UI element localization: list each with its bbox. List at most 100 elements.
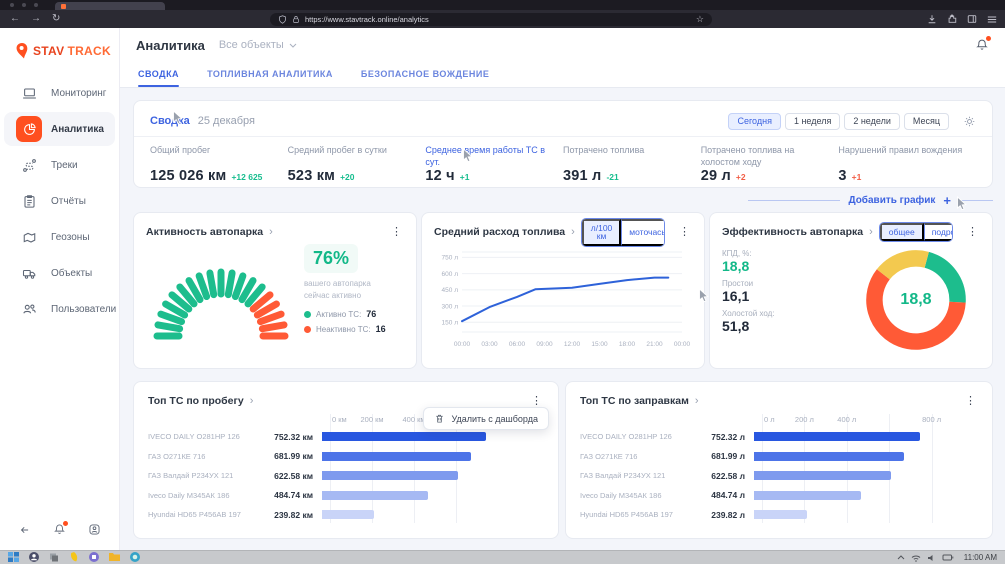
menu-icon[interactable]	[987, 15, 997, 24]
wifi-icon[interactable]	[911, 554, 921, 562]
collapse-sidebar-icon[interactable]	[18, 524, 31, 536]
bar[interactable]	[754, 491, 861, 500]
sidebar-item-objects[interactable]: Объекты	[4, 256, 115, 290]
toggle-button[interactable]: моточасы	[621, 219, 665, 246]
chevron-right-icon[interactable]: ›	[695, 396, 699, 407]
sidebar-item-label: Аналитика	[51, 124, 104, 135]
profile-icon[interactable]	[88, 523, 101, 536]
taskbar-app-icon-5[interactable]	[89, 552, 99, 563]
bar[interactable]	[322, 432, 486, 441]
range-button[interactable]: Сегодня	[728, 113, 781, 130]
kebab-menu-icon[interactable]: ⋮	[389, 227, 404, 238]
range-button[interactable]: 2 недели	[844, 113, 900, 130]
svg-text:06:00: 06:00	[509, 341, 526, 348]
card-avg-fuel: Средний расход топлива › л/100 кммоточас…	[421, 212, 705, 369]
tab-1[interactable]: СВОДКА	[138, 69, 179, 87]
extensions-icon[interactable]	[947, 14, 957, 24]
stat-label: Потрачено топлива	[563, 145, 691, 168]
route-icon	[16, 152, 42, 178]
bar-rows: IVECO DAILY О281НР 126752.32 лГАЗ О271КЕ…	[580, 427, 978, 525]
bar[interactable]	[754, 510, 807, 519]
sidebar-panel-icon[interactable]	[967, 14, 977, 24]
taskbar-app-icon-2[interactable]	[29, 552, 39, 563]
sidebar-item-users[interactable]: Пользователи	[4, 292, 115, 326]
sidebar-item-monitoring[interactable]: Мониторинг	[4, 76, 115, 110]
sidebar-item-tracks[interactable]: Треки	[4, 148, 115, 182]
kebab-menu-icon[interactable]: ⋮	[963, 396, 978, 407]
objects-filter-label: Все объекты	[219, 39, 284, 51]
url-text[interactable]: https://www.stavtrack.online/analytics	[305, 15, 691, 24]
remove-from-dashboard-menu-item[interactable]: Удалить с дашборда	[423, 407, 549, 430]
bar[interactable]	[322, 452, 471, 461]
chevron-right-icon[interactable]: ›	[250, 396, 254, 407]
chevron-right-icon[interactable]: ›	[869, 227, 873, 238]
taskbar-app-icon-4[interactable]	[69, 552, 79, 563]
bar[interactable]	[754, 452, 904, 461]
bar[interactable]	[754, 432, 920, 441]
vehicle-name: Hyundai HD65 Р456АВ 197	[148, 510, 266, 519]
bar[interactable]	[754, 471, 891, 480]
sidebar-item-analytics[interactable]: Аналитика	[4, 112, 115, 146]
bar-row: Iveco Daily М345АК 186484.74 км	[148, 486, 544, 506]
toggle-button[interactable]: л/100 км	[582, 219, 622, 246]
back-icon[interactable]: ←	[10, 14, 20, 24]
bookmark-star-icon[interactable]: ☆	[696, 14, 704, 25]
taskbar-clock[interactable]: 11:00 AM	[964, 553, 997, 562]
bar[interactable]	[322, 491, 428, 500]
kebab-menu-icon[interactable]: ⋮	[529, 396, 544, 407]
main-area: Аналитика Все объекты СВОДКАТОПЛИВНАЯ АН…	[120, 28, 1005, 550]
stat-label[interactable]: Среднее время работы ТС в сут.	[425, 145, 553, 168]
settings-gear-icon[interactable]	[963, 115, 976, 128]
stat-item: Общий пробег125 026 км+12 625	[150, 145, 288, 184]
shield-icon[interactable]	[278, 15, 287, 24]
battery-icon[interactable]	[942, 554, 954, 561]
bar-value: 239.82 км	[266, 510, 322, 520]
reload-icon[interactable]: ↻	[52, 14, 60, 24]
plus-icon: +	[943, 194, 951, 207]
news-bell-icon[interactable]	[975, 38, 989, 52]
tray-expand-icon[interactable]	[897, 555, 905, 560]
svg-text:09:00: 09:00	[536, 341, 553, 348]
bar-value: 484.74 л	[698, 490, 754, 500]
browser-tab[interactable]	[55, 2, 165, 10]
forward-icon[interactable]: →	[31, 14, 41, 24]
tab-3[interactable]: БЕЗОПАСНОЕ ВОЖДЕНИЕ	[361, 69, 489, 87]
objects-filter-dropdown[interactable]: Все объекты	[219, 39, 297, 51]
kebab-menu-icon[interactable]: ⋮	[965, 227, 980, 238]
volume-icon[interactable]	[927, 554, 936, 562]
bar[interactable]	[322, 510, 374, 519]
stat-value: 523 км	[288, 168, 335, 184]
stavtrack-logo[interactable]: STAVTRACK	[0, 28, 119, 76]
chevron-right-icon[interactable]: ›	[571, 227, 575, 238]
bar-value: 681.99 км	[266, 451, 322, 461]
toggle-button[interactable]: подробно	[924, 223, 953, 242]
gauge-chart	[146, 242, 296, 346]
taskbar-app-icon-7[interactable]	[130, 552, 140, 563]
bell-icon[interactable]	[53, 523, 66, 536]
sidebar-item-geozones[interactable]: Геозоны	[4, 220, 115, 254]
range-button[interactable]: 1 неделя	[785, 113, 840, 130]
sidebar-item-reports[interactable]: Отчёты	[4, 184, 115, 218]
chevron-right-icon[interactable]: ›	[269, 227, 273, 238]
window-dot[interactable]	[10, 3, 14, 7]
window-controls[interactable]	[10, 3, 38, 7]
download-icon[interactable]	[927, 14, 937, 24]
taskbar-app-icon-3[interactable]	[49, 552, 59, 563]
kebab-menu-icon[interactable]: ⋮	[677, 227, 692, 238]
bar[interactable]	[322, 471, 458, 480]
window-dot[interactable]	[22, 3, 26, 7]
stat-value-row: 12 ч+1	[425, 168, 553, 184]
range-button[interactable]: Месяц	[904, 113, 949, 130]
breadcrumb-summary[interactable]: Сводка	[150, 115, 190, 127]
taskbar-app-icon-1[interactable]	[8, 552, 19, 563]
stat-value: 391 л	[563, 168, 601, 184]
url-bar[interactable]: https://www.stavtrack.online/analytics ☆	[270, 13, 712, 26]
svg-text:600 л: 600 л	[442, 271, 459, 278]
toggle-button[interactable]: общее	[880, 223, 924, 242]
tab-2[interactable]: ТОПЛИВНАЯ АНАЛИТИКА	[207, 69, 333, 87]
window-dot[interactable]	[34, 3, 38, 7]
axis-tick-label: 0 км	[332, 415, 347, 424]
stats-row: Общий пробег125 026 км+12 625Средний про…	[150, 145, 976, 184]
add-chart-button[interactable]: Добавить график +	[133, 188, 993, 212]
taskbar-app-icon-6[interactable]	[109, 552, 120, 563]
